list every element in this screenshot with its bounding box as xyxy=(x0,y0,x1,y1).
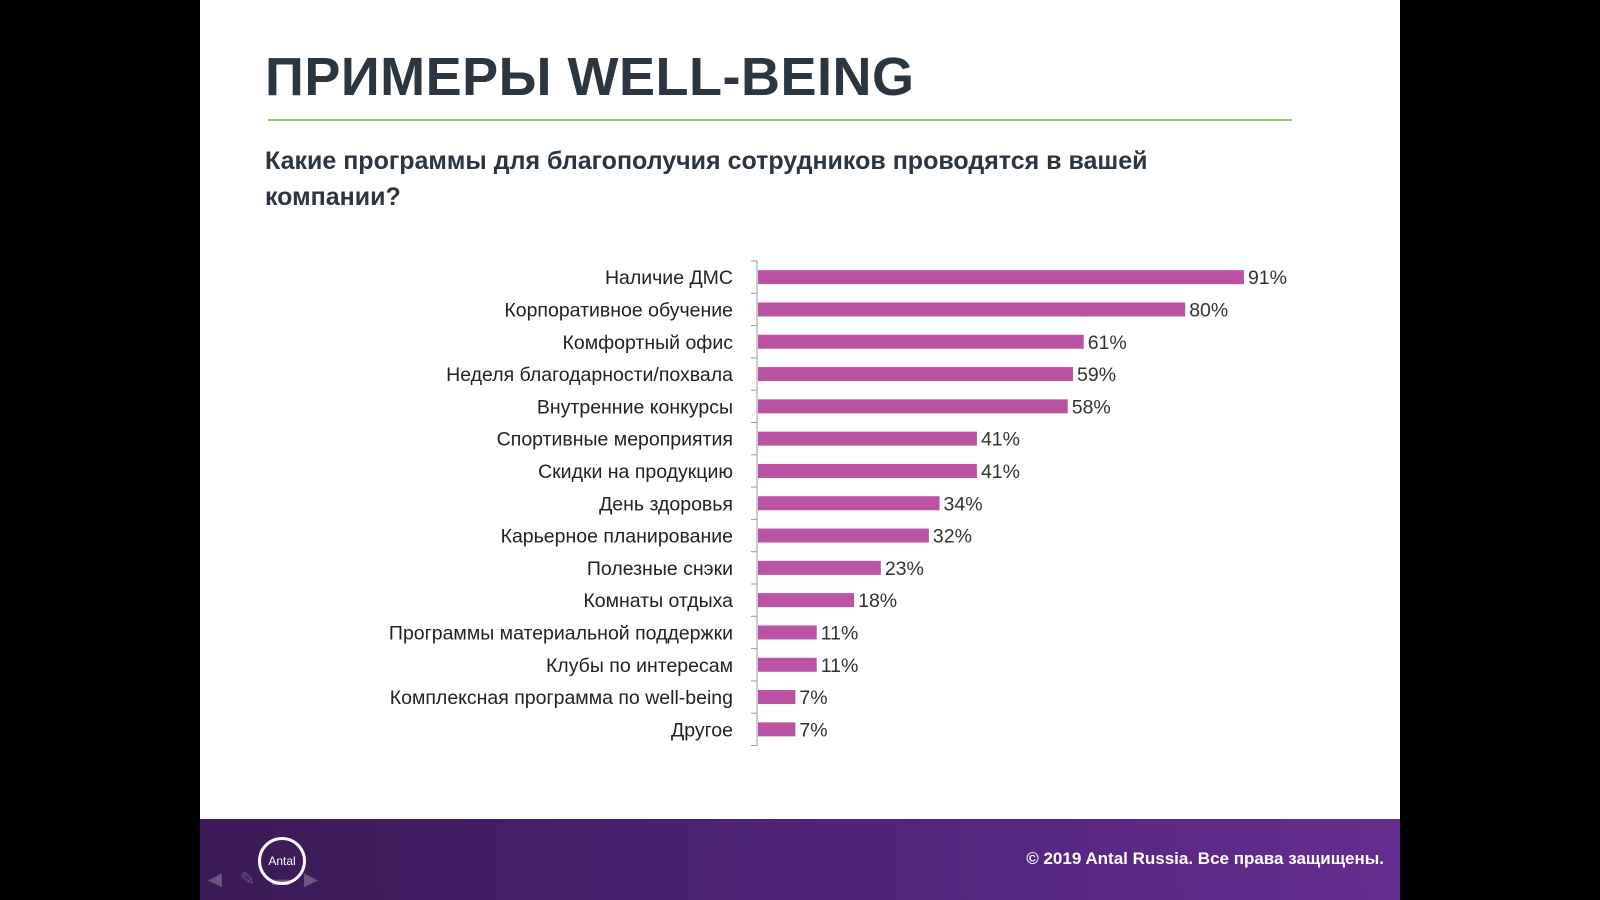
category-label: Полезные снэки xyxy=(587,558,733,580)
bar xyxy=(758,690,796,705)
bar xyxy=(758,463,977,478)
copyright: © 2019 Antal Russia. Все права защищены. xyxy=(1026,849,1384,868)
data-label: 11% xyxy=(821,655,859,677)
category-label: Корпоративное обучение xyxy=(504,299,733,321)
chart-question: Какие программы для благополучия сотрудн… xyxy=(265,147,1148,211)
category-label: Карьерное планирование xyxy=(501,526,733,548)
data-label: 32% xyxy=(933,526,972,548)
data-label: 11% xyxy=(821,622,859,644)
data-label: 58% xyxy=(1072,396,1111,418)
category-label: Клубы по интересам xyxy=(546,655,733,677)
bar xyxy=(758,302,1186,317)
category-label: Программы материальной поддержки xyxy=(389,622,733,644)
bar xyxy=(758,431,977,446)
data-label: 41% xyxy=(981,429,1020,451)
category-label: Комфортный офис xyxy=(563,332,734,354)
bar xyxy=(758,270,1244,285)
data-label: 7% xyxy=(799,687,827,709)
category-label: Спортивные мероприятия xyxy=(497,429,733,451)
slide-title: ПРИМЕРЫ WELL-BEING xyxy=(265,47,915,107)
category-label: День здоровья xyxy=(599,493,733,515)
data-label: 18% xyxy=(858,590,897,612)
data-label: 61% xyxy=(1088,332,1127,354)
footer: Antal ◀ ✎ ▬ ▶ © 2019 Antal Russia. Все п… xyxy=(200,819,1400,900)
data-label: 80% xyxy=(1189,299,1228,321)
category-label: Другое xyxy=(671,719,733,741)
bar xyxy=(758,334,1084,349)
title-divider xyxy=(268,119,1292,121)
next-arrow-icon[interactable]: ▶ xyxy=(304,869,318,889)
bar xyxy=(758,496,940,511)
bar xyxy=(758,399,1068,414)
category-label: Комнаты отдыха xyxy=(583,590,733,612)
data-label: 91% xyxy=(1248,267,1287,289)
menu-icon[interactable]: ▬ xyxy=(272,869,290,889)
data-label: 59% xyxy=(1077,364,1116,386)
antal-logo: Antal xyxy=(258,837,306,885)
data-label: 7% xyxy=(799,719,827,741)
prev-arrow-icon[interactable]: ◀ xyxy=(208,869,222,889)
category-label: Внутренние конкурсы xyxy=(537,396,733,418)
category-label: Наличие ДМС xyxy=(605,267,733,289)
data-label: 23% xyxy=(885,558,924,580)
data-label: 41% xyxy=(981,461,1020,483)
bar xyxy=(758,593,855,608)
bar xyxy=(758,528,929,543)
slide: ПРИМЕРЫ WELL-BEING Какие программы для б… xyxy=(200,0,1400,900)
category-label: Неделя благодарности/похвала xyxy=(446,364,733,386)
bar xyxy=(758,560,881,575)
bar xyxy=(758,367,1074,382)
bar xyxy=(758,625,817,640)
data-label: 34% xyxy=(944,493,983,515)
pen-icon[interactable]: ✎ xyxy=(240,869,256,889)
bar xyxy=(758,657,817,672)
bar-chart: Наличие ДМС 91% Корпоративное обучение 80% К… xyxy=(389,260,1287,746)
category-label: Комплексная программа по well-being xyxy=(390,687,733,709)
category-label: Скидки на продукцию xyxy=(538,461,733,483)
bar xyxy=(758,722,796,737)
